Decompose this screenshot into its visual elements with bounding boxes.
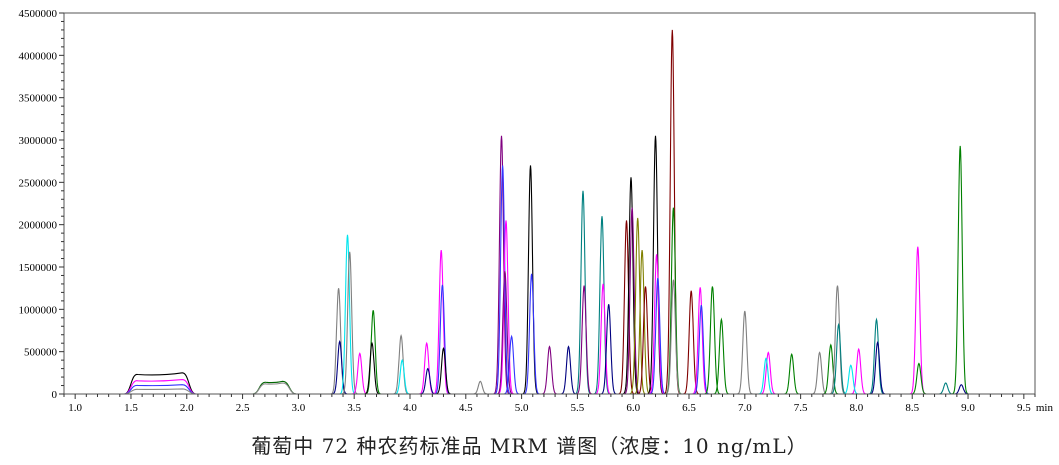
peak-23 <box>560 345 577 395</box>
peak-54 <box>850 347 867 395</box>
x-tick-label-8: 5.0 <box>515 402 529 414</box>
peak-7 <box>393 333 410 395</box>
peak-61 <box>952 145 969 395</box>
peak-27 <box>594 283 612 395</box>
peak-22 <box>541 345 558 395</box>
peak-48 <box>758 357 775 395</box>
peak-20 <box>522 165 539 395</box>
peak-46 <box>736 310 754 395</box>
peak-38 <box>663 29 681 395</box>
peak-40 <box>665 279 682 395</box>
x-tick-label-2: 2.0 <box>180 402 194 414</box>
peak-47 <box>760 351 777 395</box>
peak-45 <box>713 317 730 395</box>
y-tick-label-1: 500000 <box>24 347 58 359</box>
peak-49 <box>783 352 800 395</box>
peak-17 <box>497 220 514 395</box>
x-tick-label-12: 7.0 <box>738 402 752 414</box>
peak-56 <box>868 317 885 395</box>
x-tick-label-10: 6.0 <box>626 402 640 414</box>
peak-8 <box>394 358 411 395</box>
x-tick-label-13: 7.5 <box>794 402 808 414</box>
peak-4 <box>351 352 368 395</box>
x-tick-label-7: 4.5 <box>459 402 473 414</box>
y-tick-label-4: 2000000 <box>19 220 58 232</box>
x-tick-label-6: 4.0 <box>403 402 417 414</box>
peak-53 <box>830 322 847 395</box>
x-tick-label-1: 1.5 <box>124 402 138 414</box>
peak-15 <box>493 135 510 395</box>
y-tick-label-0: 0 <box>52 389 58 401</box>
chart-svg: 1.0 1.5 2.0 2.5 3.0 3.5 4.0 4.5 5.0 5.5 6.0 6.5 7.0 7… <box>19 8 1054 414</box>
y-tick-label-5: 2500000 <box>19 177 58 189</box>
peak-30 <box>622 177 640 395</box>
plateau-0 <box>124 372 196 395</box>
y-tick-label-7: 3500000 <box>19 93 58 105</box>
y-tick-label-9: 4500000 <box>19 8 58 20</box>
peak-21 <box>523 273 540 395</box>
peak-59 <box>910 362 927 395</box>
peak-36 <box>648 254 665 395</box>
peak-25 <box>575 285 593 395</box>
x-unit-label: min <box>1036 402 1054 414</box>
plateau-3 <box>124 388 196 395</box>
peak-13 <box>435 346 452 395</box>
peak-41 <box>683 290 700 395</box>
x-tick-label-0: 1.0 <box>68 402 82 414</box>
peak-35 <box>647 135 664 395</box>
x-tick-label-14: 8.0 <box>850 402 864 414</box>
peak-19 <box>503 334 520 395</box>
peak-26 <box>593 216 610 395</box>
peak-60 <box>937 382 954 395</box>
y-tick-label-6: 3000000 <box>19 135 58 147</box>
peak-33 <box>633 250 651 395</box>
peak-9 <box>418 341 435 395</box>
peak-1 <box>331 340 348 395</box>
peak-55 <box>842 364 859 395</box>
peak-5 <box>364 310 382 395</box>
plateau-1 <box>124 379 196 395</box>
peak-16 <box>494 165 511 395</box>
peak-10 <box>419 367 436 395</box>
chromatogram-traces <box>64 29 1035 395</box>
peak-37 <box>649 277 666 395</box>
peak-51 <box>822 343 839 395</box>
x-tick-label-4: 3.0 <box>292 402 306 414</box>
y-tick-label-3: 1500000 <box>19 262 58 274</box>
peak-57 <box>869 340 886 395</box>
peak-18 <box>496 271 514 395</box>
x-tick-label-17: 9.5 <box>1017 402 1031 414</box>
peak-11 <box>433 250 450 395</box>
peak-24 <box>574 190 591 395</box>
x-axis: 1.0 1.5 2.0 2.5 3.0 3.5 4.0 4.5 5.0 5.5 6.0 6.5 7.0 7… <box>63 394 1054 414</box>
peak-14 <box>472 380 489 395</box>
y-tick-label-8: 4000000 <box>19 50 58 62</box>
peak-32 <box>629 217 646 395</box>
peak-52 <box>829 285 846 395</box>
peak-42 <box>691 287 709 395</box>
y-tick-label-2: 1000000 <box>19 304 58 316</box>
x-tick-label-11: 6.5 <box>682 402 696 414</box>
peak-6 <box>364 341 381 395</box>
y-axis: 0 500000 1000000 1500000 2000000 2500000 30000… <box>19 8 64 401</box>
x-tick-label-9: 5.5 <box>571 402 585 414</box>
x-tick-label-3: 2.5 <box>236 402 250 414</box>
peak-28 <box>600 304 617 395</box>
plot-frame <box>63 12 1036 395</box>
plateau-5 <box>252 382 297 395</box>
peak-50 <box>811 351 828 395</box>
x-tick-label-15: 8.5 <box>905 402 919 414</box>
peak-44 <box>704 286 721 395</box>
x-tick-label-16: 9.0 <box>961 402 975 414</box>
plateau-2 <box>124 384 196 395</box>
peak-2 <box>339 234 356 395</box>
x-tick-label-5: 3.5 <box>347 402 361 414</box>
chart-caption: 葡萄中 72 种农药标准品 MRM 谱图（浓度：10 ng/mL） <box>251 434 808 458</box>
